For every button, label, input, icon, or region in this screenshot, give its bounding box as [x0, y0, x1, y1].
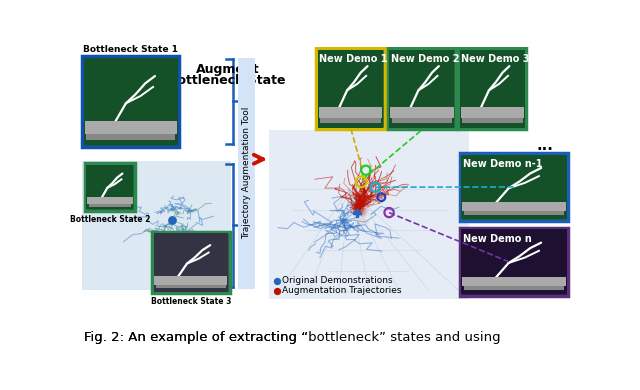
Text: Augmentation Trajectories: Augmentation Trajectories: [282, 286, 402, 295]
Ellipse shape: [351, 211, 358, 214]
Text: Bottleneck State 2: Bottleneck State 2: [70, 215, 150, 223]
Bar: [84, 163, 135, 211]
Ellipse shape: [356, 219, 369, 225]
Bar: [390, 106, 454, 118]
Bar: [316, 48, 385, 129]
Bar: [318, 50, 383, 128]
Ellipse shape: [355, 211, 365, 216]
Bar: [83, 161, 231, 290]
Bar: [238, 58, 255, 289]
Text: New Demo 3: New Demo 3: [461, 55, 530, 64]
Bar: [461, 106, 524, 118]
Ellipse shape: [355, 209, 366, 214]
Bar: [156, 285, 226, 288]
Bar: [462, 202, 566, 211]
Bar: [154, 276, 227, 285]
Bar: [86, 134, 175, 140]
Ellipse shape: [357, 208, 369, 214]
Ellipse shape: [357, 207, 366, 212]
Ellipse shape: [353, 213, 367, 220]
Ellipse shape: [352, 207, 360, 211]
Point: [166, 217, 177, 223]
Bar: [460, 50, 525, 128]
Ellipse shape: [349, 204, 362, 211]
Ellipse shape: [354, 209, 367, 216]
Bar: [84, 121, 177, 134]
Bar: [269, 130, 469, 300]
Ellipse shape: [354, 209, 360, 213]
Point: [272, 278, 282, 284]
Text: Fig. 2: An example of extracting “bottleneck” states and using: Fig. 2: An example of extracting “bottle…: [84, 332, 500, 344]
Ellipse shape: [365, 208, 370, 211]
Bar: [152, 232, 230, 293]
Text: ...: ...: [536, 138, 554, 153]
Ellipse shape: [350, 206, 360, 212]
Bar: [320, 118, 381, 123]
Text: Fig. 2: An example of extracting “: Fig. 2: An example of extracting “: [84, 332, 308, 344]
Bar: [460, 228, 568, 296]
Ellipse shape: [355, 209, 362, 213]
Text: Original Demonstrations: Original Demonstrations: [282, 277, 393, 285]
Ellipse shape: [356, 214, 361, 216]
Ellipse shape: [350, 211, 357, 214]
Bar: [461, 154, 566, 219]
Bar: [461, 229, 566, 294]
Text: New Demo 1: New Demo 1: [319, 55, 388, 64]
Text: Bottleneck State 1: Bottleneck State 1: [83, 45, 179, 54]
Ellipse shape: [362, 211, 366, 213]
Bar: [87, 197, 132, 204]
Ellipse shape: [358, 206, 364, 209]
Point: [351, 209, 362, 216]
Bar: [388, 48, 456, 129]
Bar: [83, 56, 179, 147]
Ellipse shape: [353, 208, 364, 213]
Bar: [460, 153, 568, 221]
Ellipse shape: [355, 210, 367, 216]
Bar: [88, 204, 131, 207]
Text: Bottleneck State: Bottleneck State: [168, 74, 286, 87]
Ellipse shape: [351, 209, 363, 215]
Bar: [86, 165, 134, 209]
Bar: [319, 106, 382, 118]
Ellipse shape: [358, 207, 362, 209]
Bar: [463, 286, 564, 290]
Ellipse shape: [355, 210, 362, 213]
Text: Augment: Augment: [195, 64, 259, 76]
Ellipse shape: [357, 212, 364, 216]
Point: [272, 288, 282, 294]
Ellipse shape: [356, 213, 364, 216]
Text: New Demo n-1: New Demo n-1: [463, 159, 542, 169]
Ellipse shape: [355, 212, 367, 217]
Bar: [462, 118, 522, 123]
Bar: [392, 118, 452, 123]
Ellipse shape: [353, 211, 359, 214]
Bar: [463, 211, 564, 215]
Bar: [458, 48, 526, 129]
Text: New Demo 2: New Demo 2: [391, 55, 460, 64]
Bar: [154, 233, 228, 292]
Text: New Demo n: New Demo n: [463, 234, 532, 244]
Bar: [84, 58, 178, 145]
Ellipse shape: [349, 206, 358, 210]
Text: Trajectory Augmentation Tool: Trajectory Augmentation Tool: [242, 107, 251, 239]
Bar: [462, 277, 566, 286]
Ellipse shape: [356, 207, 366, 213]
Bar: [389, 50, 454, 128]
Text: Bottleneck State 3: Bottleneck State 3: [150, 297, 231, 306]
Ellipse shape: [356, 202, 362, 206]
